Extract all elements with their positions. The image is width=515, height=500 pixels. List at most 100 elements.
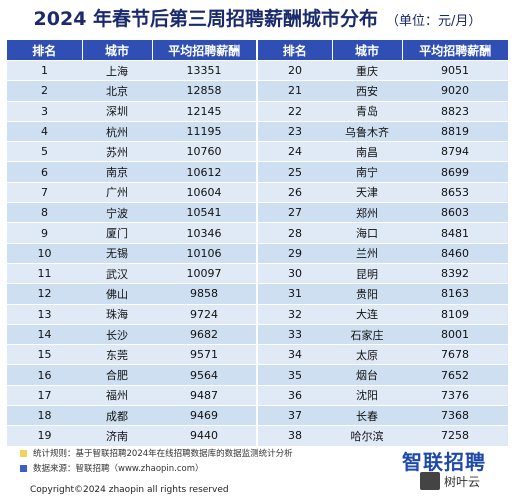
city-right-cell: 天津 [332, 181, 402, 203]
city-right-cell: 沈阳 [332, 384, 402, 406]
rank-right-cell: 35 [256, 364, 332, 386]
table-row: 11 武汉 10097 30 昆明 8392 [7, 262, 508, 284]
salary-left-cell: 10106 [152, 242, 257, 264]
rank-right-cell: 29 [256, 242, 332, 264]
header-salary-right: 平均招聘薪酬 [402, 40, 508, 61]
city-right-cell: 兰州 [332, 242, 402, 264]
city-right-cell: 哈尔滨 [332, 425, 402, 446]
city-left-cell: 宁波 [82, 202, 152, 223]
source-text: 数据来源：智联招聘（www.zhaopin.com） [33, 464, 204, 474]
watermark-logo-icon [420, 472, 440, 490]
table-row: 8 宁波 10541 27 郑州 8603 [7, 202, 508, 223]
salary-right-cell: 7652 [402, 364, 508, 386]
city-right-cell: 长春 [332, 405, 402, 426]
salary-right-cell: 8460 [402, 242, 508, 264]
salary-left-cell: 12145 [152, 100, 257, 122]
salary-right-cell: 7258 [402, 425, 508, 446]
table-header-row: 排名 城市 平均招聘薪酬 排名 城市 平均招聘薪酬 [7, 40, 508, 61]
salary-right-cell: 7376 [402, 384, 508, 406]
rank-left-cell: 13 [7, 303, 82, 325]
city-left-cell: 厦门 [82, 222, 152, 244]
city-right-cell: 海口 [332, 222, 402, 244]
city-left-cell: 上海 [82, 59, 152, 81]
city-left-cell: 佛山 [82, 283, 152, 305]
rank-left-cell: 18 [7, 405, 82, 426]
table-row: 5 苏州 10760 24 南昌 8794 [7, 141, 508, 162]
salary-left-cell: 10346 [152, 222, 257, 244]
city-right-cell: 贵阳 [332, 283, 402, 305]
rule-square-icon [20, 449, 27, 457]
salary-left-cell: 9571 [152, 344, 257, 365]
salary-left-cell: 10097 [152, 262, 257, 284]
salary-left-cell: 12858 [152, 80, 257, 102]
rank-right-cell: 31 [256, 283, 332, 305]
header-city-right: 城市 [332, 40, 403, 61]
table-row: 10 无锡 10106 29 兰州 8460 [7, 242, 508, 264]
city-left-cell: 北京 [82, 80, 152, 102]
rank-right-cell: 25 [256, 161, 332, 183]
salary-left-cell: 9564 [152, 364, 257, 386]
city-left-cell: 广州 [82, 181, 152, 203]
table-body: 1 上海 13351 20 重庆 9051 2 北京 12858 21 西安 9020 3 深圳 12145… [7, 59, 508, 446]
salary-left-cell: 10612 [152, 161, 257, 183]
city-right-cell: 石家庄 [332, 323, 402, 345]
rank-right-cell: 26 [256, 181, 332, 203]
source-square-icon [20, 464, 27, 472]
copyright: Copyright©2024 zhaopin all rights reserv… [30, 485, 229, 495]
city-left-cell: 深圳 [82, 100, 152, 122]
table-row: 17 福州 9487 36 沈阳 7376 [7, 384, 508, 406]
city-right-cell: 重庆 [332, 59, 402, 81]
rank-left-cell: 6 [7, 161, 82, 183]
salary-right-cell: 8699 [402, 161, 508, 183]
rank-left-cell: 3 [7, 100, 82, 122]
rank-left-cell: 11 [7, 262, 82, 284]
rank-left-cell: 7 [7, 181, 82, 203]
salary-left-cell: 9682 [152, 323, 257, 345]
rank-left-cell: 17 [7, 384, 82, 406]
salary-right-cell: 9051 [402, 59, 508, 81]
city-left-cell: 无锡 [82, 242, 152, 264]
city-right-cell: 南昌 [332, 141, 402, 162]
rank-right-cell: 20 [256, 59, 332, 81]
salary-right-cell: 8653 [402, 181, 508, 203]
rank-left-cell: 9 [7, 222, 82, 244]
unit-label: （单位：元/月） [386, 13, 482, 29]
salary-right-cell: 8163 [402, 283, 508, 305]
salary-right-cell: 8001 [402, 323, 508, 345]
city-left-cell: 济南 [82, 425, 152, 446]
salary-right-cell: 9020 [402, 80, 508, 102]
rank-left-cell: 1 [7, 59, 82, 81]
city-right-cell: 青岛 [332, 100, 402, 122]
rank-left-cell: 4 [7, 120, 82, 142]
city-left-cell: 成都 [82, 405, 152, 426]
rank-right-cell: 21 [256, 80, 332, 102]
salary-left-cell: 10760 [152, 141, 257, 162]
city-right-cell: 太原 [332, 344, 402, 365]
city-right-cell: 大连 [332, 303, 402, 325]
rank-right-cell: 28 [256, 222, 332, 244]
header-city-left: 城市 [82, 40, 153, 61]
salary-right-cell: 8794 [402, 141, 508, 162]
table-row: 14 长沙 9682 33 石家庄 8001 [7, 323, 508, 345]
salary-right-cell: 7678 [402, 344, 508, 365]
rank-right-cell: 32 [256, 303, 332, 325]
salary-left-cell: 9469 [152, 405, 257, 426]
salary-left-cell: 9440 [152, 425, 257, 446]
salary-left-cell: 13351 [152, 59, 257, 81]
city-right-cell: 昆明 [332, 262, 402, 284]
table-row: 4 杭州 11195 23 乌鲁木齐 8819 [7, 120, 508, 142]
table-row: 3 深圳 12145 22 青岛 8823 [7, 100, 508, 122]
city-right-cell: 烟台 [332, 364, 402, 386]
city-left-cell: 杭州 [82, 120, 152, 142]
city-left-cell: 福州 [82, 384, 152, 406]
city-right-cell: 西安 [332, 80, 402, 102]
rank-left-cell: 2 [7, 80, 82, 102]
rank-right-cell: 38 [256, 425, 332, 446]
city-left-cell: 武汉 [82, 262, 152, 284]
watermark: 树叶云 [420, 472, 480, 490]
table-row: 1 上海 13351 20 重庆 9051 [7, 59, 508, 81]
table-row: 16 合肥 9564 35 烟台 7652 [7, 364, 508, 386]
city-left-cell: 东莞 [82, 344, 152, 365]
salary-left-cell: 11195 [152, 120, 257, 142]
rank-right-cell: 30 [256, 262, 332, 284]
